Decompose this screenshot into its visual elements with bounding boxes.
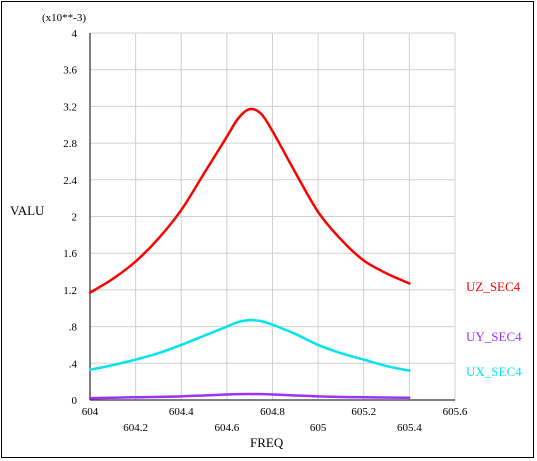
axes bbox=[89, 33, 455, 401]
legend: UZ_SEC4 UY_SEC4 UX_SEC4 bbox=[466, 279, 522, 379]
y-tick-label: 2.4 bbox=[63, 175, 77, 187]
x-axis-label: FREQ bbox=[250, 435, 284, 450]
x-tick-label: 605.4 bbox=[397, 422, 422, 434]
x-tick-label: 604.8 bbox=[260, 406, 285, 418]
series-lines bbox=[88, 107, 411, 400]
y-tick-label: .8 bbox=[69, 322, 78, 334]
series-line-uz-sec4 bbox=[88, 107, 411, 294]
x-tick-labels: 604 604.2 604.4 604.6 604.8 605 605.2 605.4 605.… bbox=[82, 406, 468, 434]
y-tick-label: .4 bbox=[69, 358, 78, 370]
grid bbox=[90, 32, 456, 400]
x-tick-label: 604.4 bbox=[169, 406, 194, 418]
y-tick-label: 2.8 bbox=[63, 138, 77, 150]
y-tick-label: 1.6 bbox=[63, 248, 77, 260]
y-tick-labels: 0 .4 .8 1.2 1.6 2 2.4 2.8 3.2 3.6 4 bbox=[63, 28, 77, 407]
y-tick-label: 3.6 bbox=[63, 65, 77, 77]
y-tick-label: 1.2 bbox=[63, 285, 77, 297]
x-tick-label: 604.2 bbox=[123, 422, 148, 434]
y-tick-label: 0 bbox=[72, 395, 78, 407]
y-axis-label: VALU bbox=[10, 203, 45, 218]
series-line-uy-sec4 bbox=[88, 392, 411, 400]
legend-entry-uy-sec4: UY_SEC4 bbox=[466, 329, 522, 344]
x-tick-label: 605 bbox=[310, 422, 327, 434]
y-tick-label: 3.2 bbox=[63, 101, 77, 113]
x-tick-label: 605.2 bbox=[351, 406, 376, 418]
multiplier-label: (x10**-3) bbox=[42, 12, 86, 24]
legend-entry-ux-sec4: UX_SEC4 bbox=[466, 364, 522, 379]
series-line-ux-sec4 bbox=[88, 318, 411, 372]
y-tick-label: 4 bbox=[72, 28, 78, 40]
x-tick-label: 605.6 bbox=[443, 406, 468, 418]
y-tick-label: 2 bbox=[72, 212, 78, 224]
legend-entry-uz-sec4: UZ_SEC4 bbox=[466, 279, 521, 294]
x-tick-label: 604 bbox=[82, 406, 99, 418]
x-tick-label: 604.6 bbox=[215, 422, 240, 434]
